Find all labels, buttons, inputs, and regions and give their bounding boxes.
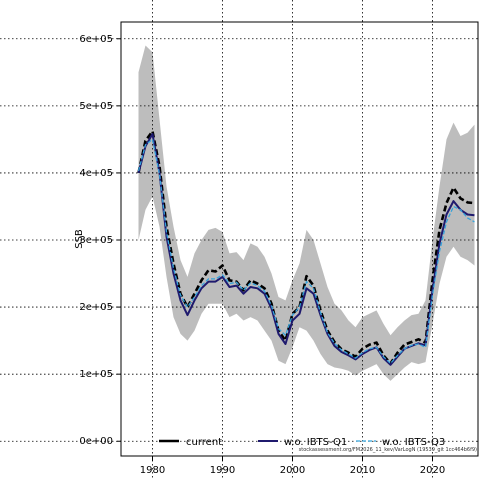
y-tick-label: 5e+05 (79, 101, 113, 112)
y-tick-label: 1e+05 (79, 369, 113, 380)
series-line-wo-ibts-q3 (137, 138, 475, 365)
y-tick-label: 4e+05 (79, 168, 113, 179)
y-tick-label: 2e+05 (79, 302, 113, 313)
series-0 (137, 130, 475, 365)
legend: current w.o. IBTS-Q1 w.o. IBTS-Q3 (159, 437, 445, 448)
axis-layer: 0e+00 1e+05 2e+05 3e+05 4e+05 5e+05 6e+05 1980 1… (79, 34, 445, 476)
y-tick-label: 6e+05 (79, 34, 113, 45)
y-tick-label: 3e+05 (79, 235, 113, 246)
y-axis-title: SSB (74, 229, 85, 249)
legend-label: current (186, 437, 222, 448)
plot-frame (120, 21, 479, 457)
legend-label: w.o. IBTS-Q1 (284, 437, 347, 448)
series-line-current (137, 130, 475, 365)
footnote-source: stockassessment.org/FM2026_11_kev/VarLog… (299, 447, 477, 453)
confidence-band (138, 45, 475, 381)
legend-label: w.o. IBTS-Q3 (382, 437, 445, 448)
x-tick-label: 1990 (210, 465, 235, 476)
series-line-wo-ibts-q1 (137, 133, 475, 366)
x-tick-label: 1980 (140, 465, 165, 476)
confidence-band-layer (138, 45, 475, 381)
x-tick-label: 2000 (280, 465, 305, 476)
series-2 (137, 138, 475, 365)
x-tick-label: 2020 (420, 465, 445, 476)
series-layer (137, 130, 475, 366)
series-1 (137, 133, 475, 366)
y-tick-label: 0e+00 (79, 436, 113, 447)
x-tick-label: 2010 (350, 465, 375, 476)
